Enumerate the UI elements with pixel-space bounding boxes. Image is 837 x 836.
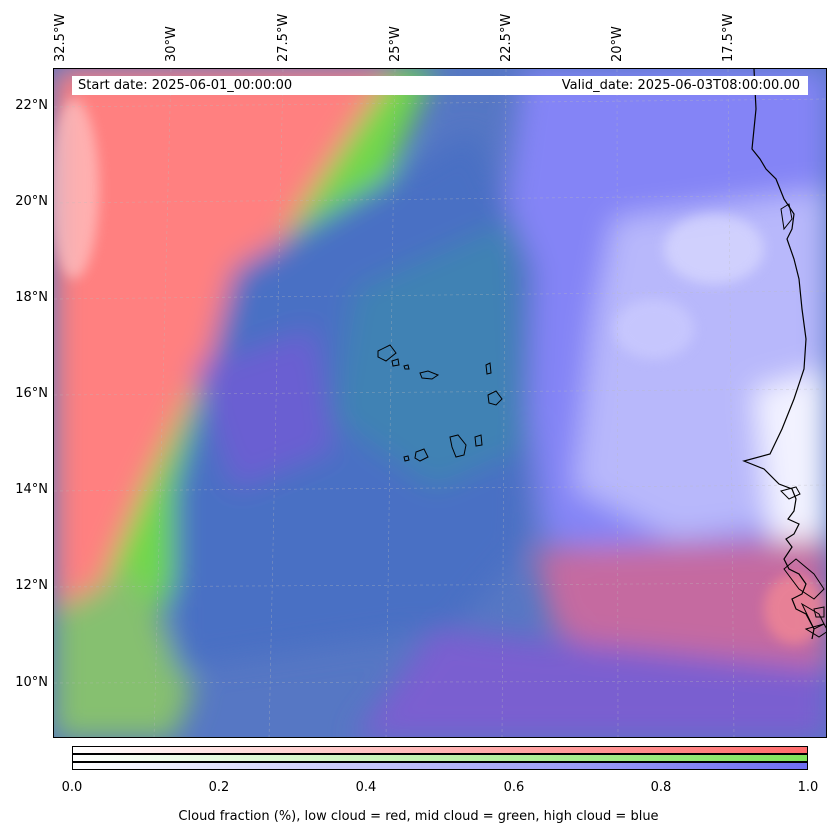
colorbar-tick-0-8: 0.8 xyxy=(650,780,672,795)
clear-patch-west xyxy=(54,99,99,279)
colorbar-mid-cloud xyxy=(72,754,808,762)
africa-coastline xyxy=(742,69,815,640)
island-sao-vicente xyxy=(391,358,400,367)
valid-date: Valid_date: 2025-06-03T08:00:00.00 xyxy=(561,78,800,93)
coast-island-bissau xyxy=(813,606,825,618)
island-boa-vista xyxy=(487,390,503,406)
coast-detail-4 xyxy=(804,623,826,638)
coast-detail-1 xyxy=(780,486,801,500)
colorbar xyxy=(72,746,808,770)
colorbar-tick-0-6: 0.6 xyxy=(503,780,525,795)
island-sao-nicolau xyxy=(419,370,440,380)
lon-label-22-5w: 22.5°W xyxy=(499,13,514,62)
colorbar-tick-0: 0.0 xyxy=(61,780,83,795)
mid-cloud-southwest xyxy=(54,569,194,737)
island-sal xyxy=(485,362,492,375)
map-canvas xyxy=(54,69,826,737)
purple-patch xyxy=(194,329,334,489)
colorbar-label: Cloud fraction (%), low cloud = red, mid… xyxy=(178,809,659,824)
high-cloud-swirl-2 xyxy=(664,214,764,284)
lon-label-20w: 20°W xyxy=(610,26,625,62)
clear-coast xyxy=(754,369,826,589)
island-fogo xyxy=(414,448,429,462)
lat-label-12n: 12°N xyxy=(15,578,48,593)
lat-label-16n: 16°N xyxy=(15,386,48,401)
low-cloud-spot xyxy=(764,574,824,644)
island-brava xyxy=(403,455,410,462)
island-santo-antao xyxy=(377,344,397,362)
start-date: Start date: 2025-06-01_00:00:00 xyxy=(78,78,293,93)
lon-label-27-5w: 27.5°W xyxy=(276,13,291,62)
colorbar-tick-1-0: 1.0 xyxy=(797,780,819,795)
lon-label-17-5w: 17.5°W xyxy=(721,13,736,62)
graticule xyxy=(54,69,826,737)
cloud-fraction-map[interactable] xyxy=(53,68,827,738)
colorbar-tick-0-4: 0.4 xyxy=(355,780,377,795)
island-north xyxy=(780,203,793,231)
date-header: Start date: 2025-06-01_00:00:00 Valid_da… xyxy=(72,76,808,95)
colorbar-low-cloud xyxy=(72,746,808,754)
island-santa-luzia xyxy=(403,364,410,370)
lat-label-14n: 14°N xyxy=(15,482,48,497)
island-maio xyxy=(474,434,483,447)
lat-label-18n: 18°N xyxy=(15,290,48,305)
lon-label-30w: 30°W xyxy=(164,26,179,62)
lon-label-25w: 25°W xyxy=(388,26,403,62)
lon-label-32-5w: 32.5°W xyxy=(53,13,68,62)
colorbar-tick-0-2: 0.2 xyxy=(208,780,230,795)
lat-label-10n: 10°N xyxy=(15,675,48,690)
island-santiago xyxy=(449,434,467,458)
lat-label-20n: 20°N xyxy=(15,194,48,209)
teal-central xyxy=(334,219,524,489)
lat-label-22n: 22°N xyxy=(15,98,48,113)
coast-detail-2 xyxy=(783,558,825,600)
high-cloud-swirl xyxy=(614,299,694,359)
low-cloud-west xyxy=(54,69,404,629)
colorbar-high-cloud xyxy=(72,762,808,770)
purple-south xyxy=(355,629,826,737)
